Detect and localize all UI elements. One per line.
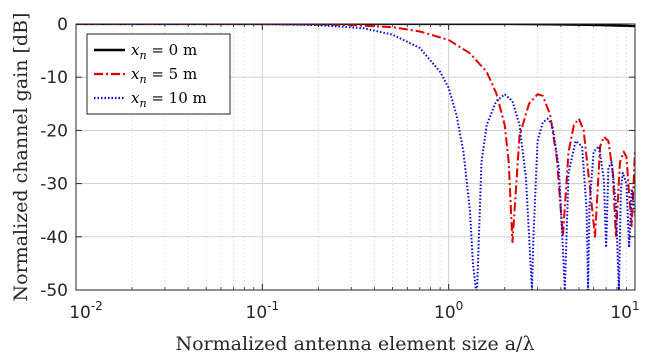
plot-frame <box>75 23 636 291</box>
y-tick-label: -20 <box>40 121 68 141</box>
y-axis-label: Normalized channel gain [dB] <box>10 13 32 302</box>
series-line-3 <box>76 24 635 290</box>
legend: xn = 0 m xn = 5 m xn = 10 m <box>86 33 231 115</box>
legend-box <box>86 33 231 115</box>
series-lines <box>76 24 635 290</box>
x-tick-label: 101 <box>610 299 639 323</box>
legend-entry-label: xn = 5 m <box>131 65 197 86</box>
series-line-1 <box>76 24 635 28</box>
y-tick-label: -10 <box>40 68 68 88</box>
y-tick-label: -30 <box>40 175 68 195</box>
y-tick-label: 0 <box>57 15 68 35</box>
axis-ticks: 10-2 10-1 100 101 0 -10 -20 -30 -40 -50 <box>40 15 639 323</box>
y-tick-label: -50 <box>40 281 68 301</box>
x-tick-label: 10-2 <box>69 299 103 323</box>
legend-entry-label: xn = 10 m <box>131 89 207 110</box>
x-axis-label: Normalized antenna element size a/λ <box>175 333 534 355</box>
x-tick-label: 10-1 <box>246 299 280 323</box>
legend-entry-label: xn = 0 m <box>131 41 197 62</box>
y-tick-label: -40 <box>40 228 68 248</box>
x-tick-label: 100 <box>434 299 463 323</box>
